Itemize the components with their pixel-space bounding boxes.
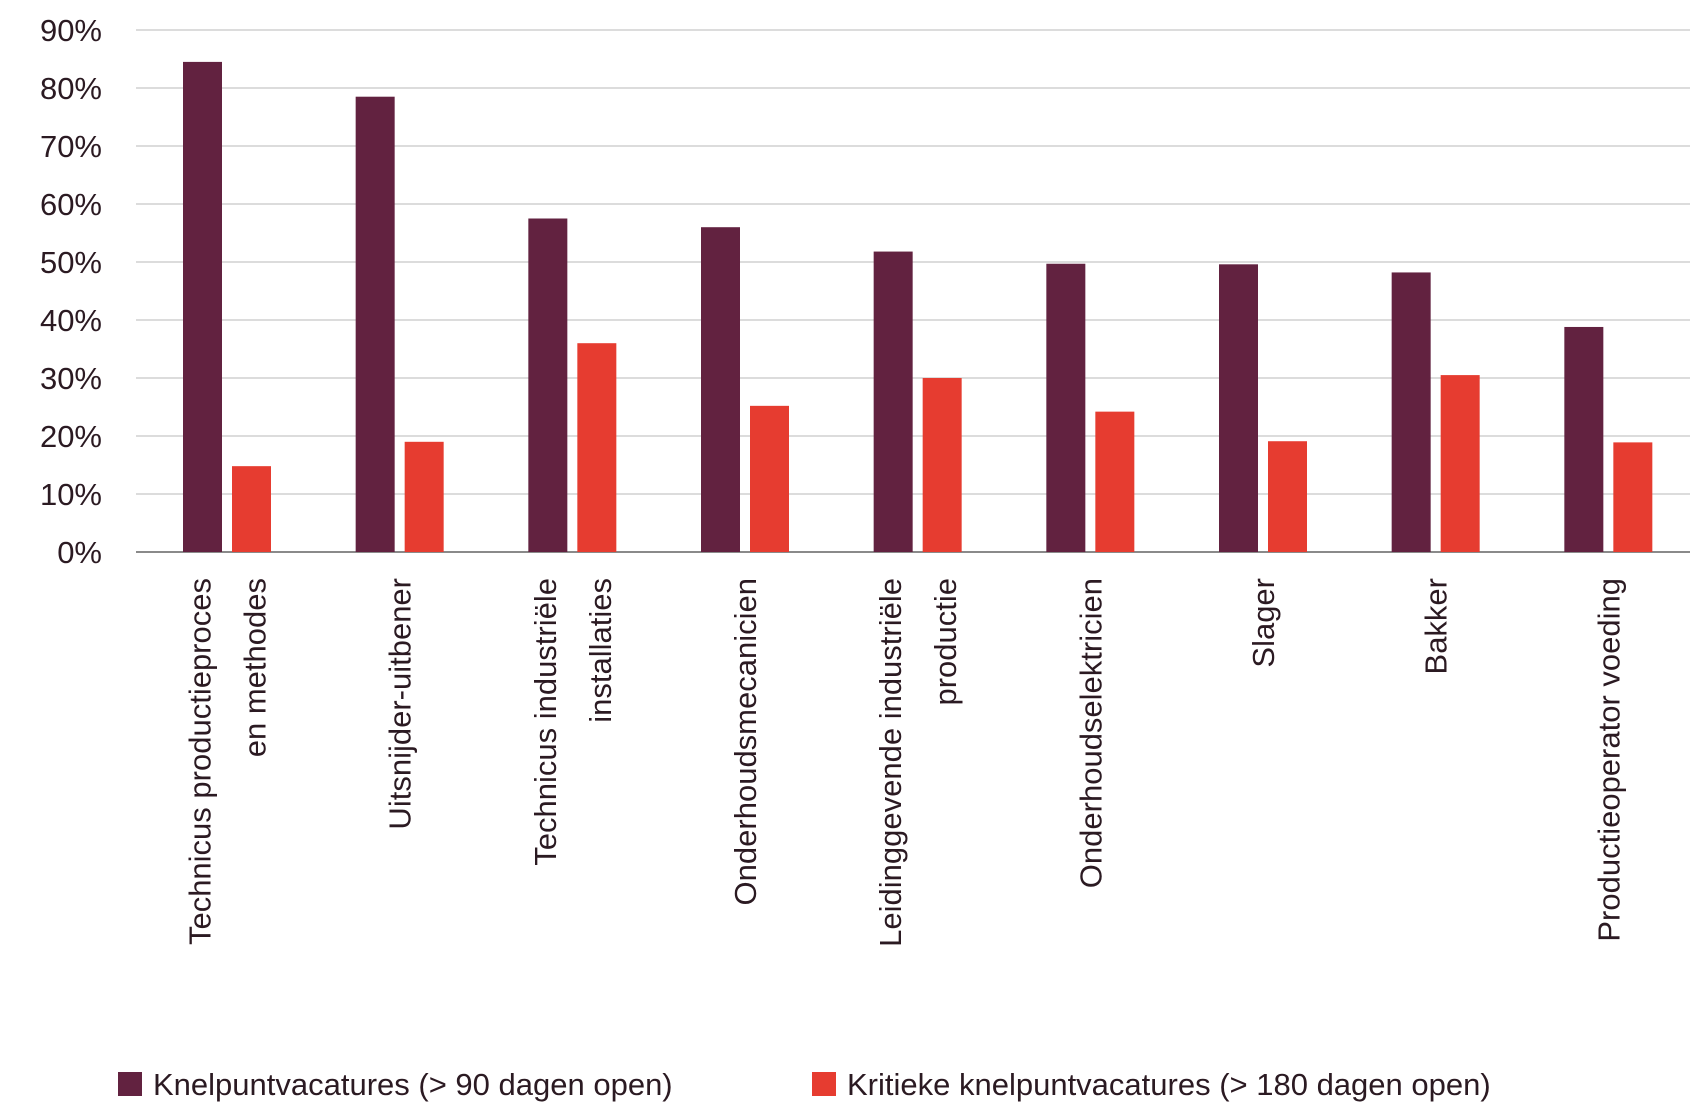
bar-1 xyxy=(1564,326,1604,552)
bar-2 xyxy=(1440,375,1480,552)
bar-1 xyxy=(528,218,568,552)
x-axis: Technicus productieproces en methodes Uits… xyxy=(183,578,1627,947)
legend-label: Kritieke knelpuntvacatures (> 180 dagen … xyxy=(847,1067,1491,1102)
x-tick-label: Onderhoudselektricien xyxy=(1073,578,1108,888)
legend-swatch xyxy=(812,1072,836,1096)
bars xyxy=(183,61,1653,553)
x-tick-label: Technicus industriële installaties xyxy=(528,578,618,866)
x-tick-label-line: en methodes xyxy=(238,578,273,757)
bar-1 xyxy=(1219,264,1258,552)
bar-2 xyxy=(1268,441,1307,552)
bar-2 xyxy=(922,378,962,552)
gridlines xyxy=(136,29,1690,495)
bar-2 xyxy=(404,441,444,552)
bar-2 xyxy=(1095,411,1135,552)
y-axis: 0% 10% 20% 30% 40% 50% 60% 70% 80% 90% xyxy=(40,13,1690,570)
x-tick-label: Uitsnijder-uitbener xyxy=(383,578,418,830)
bar-2 xyxy=(232,466,271,552)
bar-1 xyxy=(701,227,740,552)
x-tick-label: Slager xyxy=(1246,578,1281,668)
x-tick-label-line: Bakker xyxy=(1419,578,1454,674)
x-tick-label-line: Productieoperator voeding xyxy=(1591,578,1626,942)
x-tick-label-line: Technicus productieproces xyxy=(183,578,218,945)
y-tick-label: 50% xyxy=(40,245,102,280)
y-tick-label: 90% xyxy=(40,13,102,48)
y-tick-label: 80% xyxy=(40,71,102,106)
y-tick-label: 0% xyxy=(57,535,102,570)
bar-1 xyxy=(355,96,395,552)
y-tick-label: 40% xyxy=(40,303,102,338)
y-tick-label: 60% xyxy=(40,187,102,222)
y-tick-label: 10% xyxy=(40,477,102,512)
x-tick-label: Onderhoudsmecanicien xyxy=(728,578,763,905)
x-tick-label-line: Onderhoudsmecanicien xyxy=(728,578,763,905)
x-tick-label-line: Leidinggevende industriële xyxy=(873,578,908,947)
x-tick-label-line: Onderhoudselektricien xyxy=(1073,578,1108,888)
y-tick-label: 20% xyxy=(40,419,102,454)
x-tick-label-line: Technicus industriële xyxy=(528,578,563,866)
x-tick-label: Productieoperator voeding xyxy=(1591,578,1626,942)
x-tick-label-line: productie xyxy=(928,578,963,706)
bar-1 xyxy=(1046,263,1086,552)
bar-2 xyxy=(750,405,789,552)
x-tick-label: Bakker xyxy=(1419,578,1454,674)
x-tick-label-line: installaties xyxy=(583,578,618,723)
y-tick-label: 70% xyxy=(40,129,102,164)
bar-1 xyxy=(183,61,222,553)
bar-1 xyxy=(1391,272,1431,552)
x-tick-label-line: Uitsnijder-uitbener xyxy=(383,578,418,830)
legend: Knelpuntvacatures (> 90 dagen open) Kriti… xyxy=(118,1067,1491,1102)
bar-1 xyxy=(873,251,913,552)
x-tick-label-line: Slager xyxy=(1246,578,1281,668)
legend-swatch xyxy=(118,1072,142,1096)
x-tick-label: Leidinggevende industriële productie xyxy=(873,578,963,947)
y-tick-label: 30% xyxy=(40,361,102,396)
bar-2 xyxy=(1613,442,1653,552)
legend-label: Knelpuntvacatures (> 90 dagen open) xyxy=(153,1067,673,1102)
x-tick-label: Technicus productieproces en methodes xyxy=(183,578,273,945)
bar-2 xyxy=(577,343,617,552)
